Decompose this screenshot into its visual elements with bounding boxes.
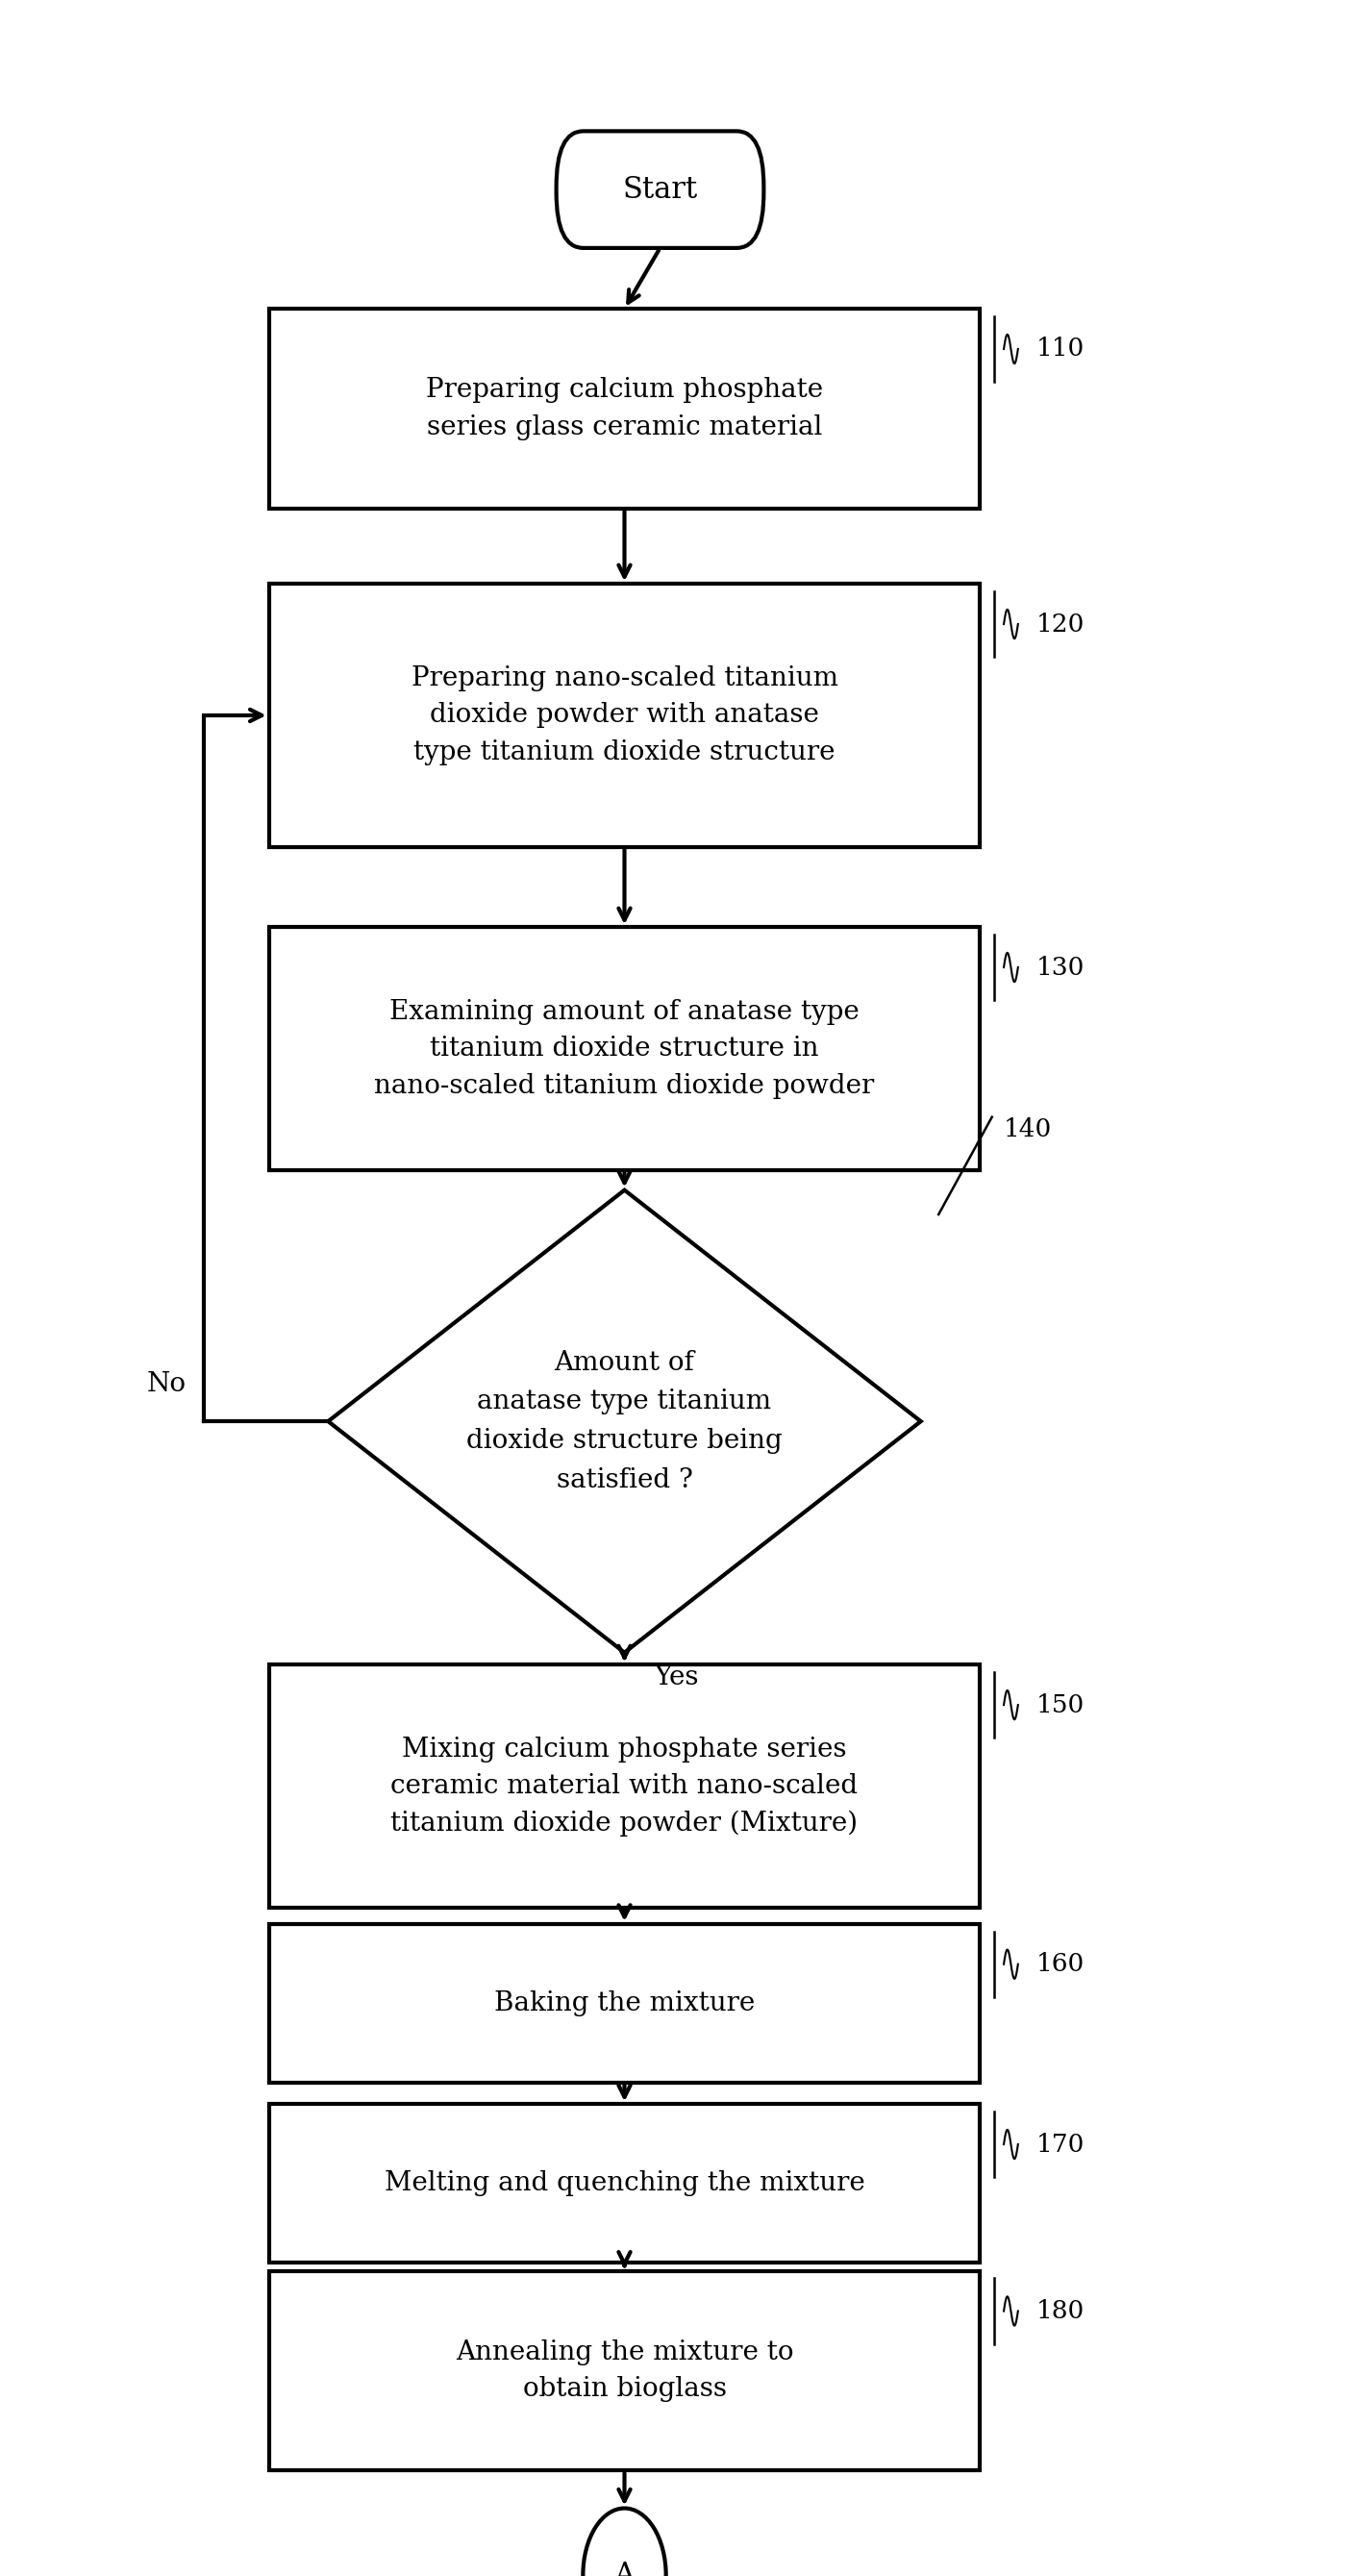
Ellipse shape bbox=[583, 2509, 665, 2576]
Bar bbox=[269, 2105, 981, 2262]
Text: Mixing calcium phosphate series
ceramic material with nano-scaled
titanium dioxi: Mixing calcium phosphate series ceramic … bbox=[391, 1736, 858, 1837]
Text: 120: 120 bbox=[1036, 613, 1084, 636]
Text: 170: 170 bbox=[1036, 2133, 1084, 2156]
Text: Examining amount of anatase type
titanium dioxide structure in
nano-scaled titan: Examining amount of anatase type titaniu… bbox=[374, 999, 874, 1100]
Bar bbox=[269, 1924, 981, 2081]
Bar bbox=[269, 1664, 981, 1909]
Bar bbox=[269, 927, 981, 1170]
Text: A: A bbox=[614, 2561, 634, 2576]
Text: Preparing calcium phosphate
series glass ceramic material: Preparing calcium phosphate series glass… bbox=[426, 376, 823, 440]
Text: 140: 140 bbox=[1004, 1118, 1052, 1141]
Bar bbox=[269, 585, 981, 848]
Text: Annealing the mixture to
obtain bioglass: Annealing the mixture to obtain bioglass bbox=[455, 2339, 793, 2403]
Text: 160: 160 bbox=[1036, 1953, 1084, 1976]
Text: No: No bbox=[147, 1370, 186, 1396]
Polygon shape bbox=[329, 1190, 921, 1654]
Text: 130: 130 bbox=[1036, 956, 1084, 979]
Text: Yes: Yes bbox=[655, 1664, 699, 1690]
Text: Start: Start bbox=[622, 175, 698, 204]
Bar bbox=[269, 2272, 981, 2470]
Text: 150: 150 bbox=[1036, 1692, 1084, 1718]
Text: Baking the mixture: Baking the mixture bbox=[494, 1991, 754, 2017]
Text: 180: 180 bbox=[1036, 2298, 1084, 2324]
FancyBboxPatch shape bbox=[556, 131, 764, 247]
Text: Melting and quenching the mixture: Melting and quenching the mixture bbox=[384, 2172, 865, 2197]
Text: 110: 110 bbox=[1036, 337, 1084, 361]
Text: Amount of
anatase type titanium
dioxide structure being
satisfied ?: Amount of anatase type titanium dioxide … bbox=[466, 1350, 783, 1494]
Text: Preparing nano-scaled titanium
dioxide powder with anatase
type titanium dioxide: Preparing nano-scaled titanium dioxide p… bbox=[411, 665, 838, 765]
Bar bbox=[269, 309, 981, 507]
